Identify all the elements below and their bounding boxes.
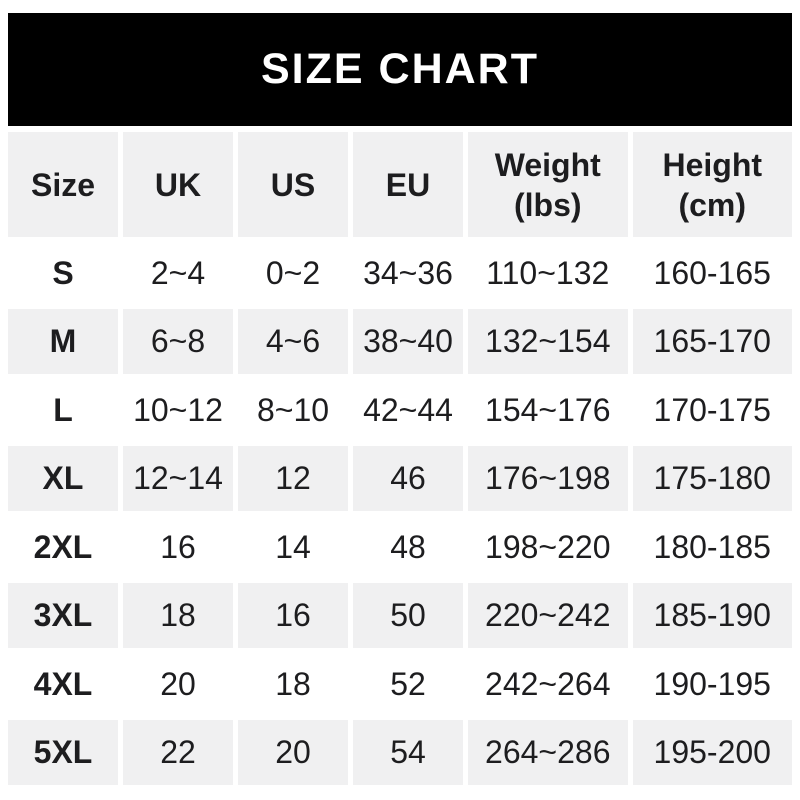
cell-size: S [52,254,74,291]
cell-weight: 154~176 [485,391,611,428]
cell-eu: 42~44 [363,391,453,428]
size-table: Size UK US EU Weight (lbs) Height (cm) S… [8,132,792,785]
cell-us: 0~2 [265,254,321,291]
cell-eu: 54 [353,719,463,785]
column-header-unit: (lbs) [513,186,582,223]
column-header-size: Size [8,132,118,237]
cell-us: 8~10 [256,391,330,428]
column-header-height: Height (cm) [632,132,792,237]
column-header-label: Size [30,166,96,203]
cell-eu: 38~40 [353,308,463,374]
column-header-us: US [238,132,348,237]
cell-eu: 50 [353,582,463,648]
cell-us: 18 [275,665,311,702]
cell-us: 16 [238,582,348,648]
cell-height: 195-200 [632,719,792,785]
column-header-weight: Weight (lbs) [468,132,628,237]
cell-weight: 242~264 [485,665,611,702]
cell-uk: 20 [160,665,196,702]
cell-weight: 264~286 [468,719,628,785]
cell-height: 160-165 [653,254,771,291]
cell-uk: 6~8 [123,308,233,374]
cell-size: 4XL [33,665,93,702]
cell-size: L [53,391,73,428]
cell-eu: 34~36 [363,254,453,291]
cell-us: 20 [238,719,348,785]
column-header-eu: EU [353,132,463,237]
title-banner: SIZE CHART [8,13,792,126]
cell-weight: 110~132 [486,254,610,291]
cell-size: 5XL [8,719,118,785]
cell-weight: 220~242 [468,582,628,648]
cell-us: 4~6 [238,308,348,374]
cell-height: 165-170 [632,308,792,374]
column-header-label: Height [662,146,763,183]
cell-height: 190-195 [653,665,771,702]
cell-uk: 10~12 [133,391,223,428]
column-header-label: EU [385,166,431,203]
column-header-label: Weight [494,146,601,183]
column-header-label: US [270,166,316,203]
cell-eu: 48 [390,528,426,565]
cell-eu: 52 [390,665,426,702]
cell-size: 3XL [8,582,118,648]
cell-weight: 176~198 [468,445,628,511]
column-header-unit: (cm) [678,186,747,223]
cell-uk: 16 [160,528,196,565]
cell-uk: 2~4 [150,254,206,291]
cell-size: 2XL [33,528,93,565]
cell-us: 14 [275,528,311,565]
cell-us: 12 [238,445,348,511]
page-title: SIZE CHART [261,45,539,93]
cell-uk: 22 [123,719,233,785]
cell-eu: 46 [353,445,463,511]
cell-uk: 12~14 [123,445,233,511]
cell-height: 170-175 [653,391,771,428]
cell-uk: 18 [123,582,233,648]
cell-weight: 198~220 [485,528,611,565]
cell-weight: 132~154 [468,308,628,374]
cell-height: 180-185 [653,528,771,565]
cell-size: XL [8,445,118,511]
cell-height: 185-190 [632,582,792,648]
column-header-uk: UK [123,132,233,237]
cell-height: 175-180 [632,445,792,511]
column-header-label: UK [154,166,202,203]
cell-size: M [8,308,118,374]
